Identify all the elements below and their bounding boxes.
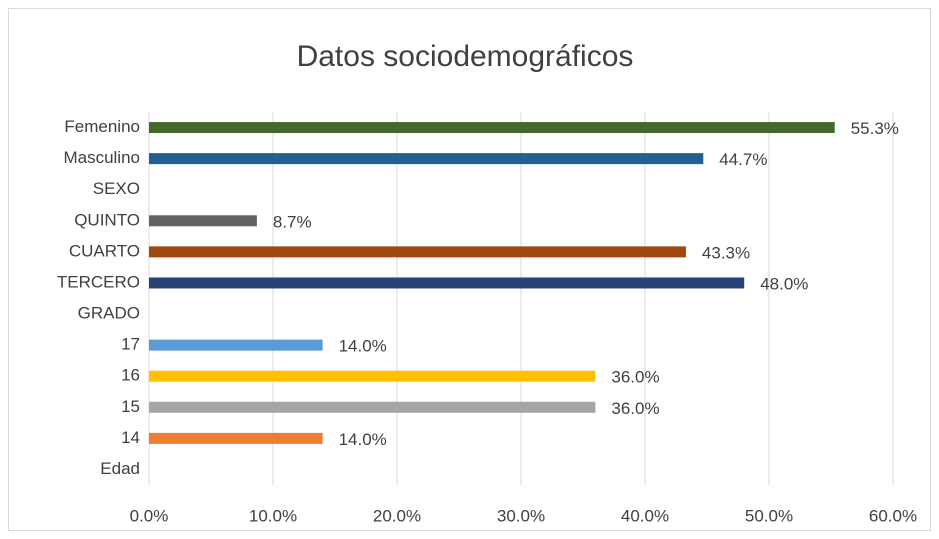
- bar: [149, 401, 596, 413]
- y-tick-label: TERCERO: [57, 272, 140, 291]
- x-tick-label: 40.0%: [621, 506, 669, 525]
- y-tick-label: 14: [121, 428, 140, 447]
- x-tick-label: 10.0%: [249, 506, 297, 525]
- y-tick-label: 16: [121, 366, 140, 385]
- value-label: 14.0%: [339, 430, 387, 449]
- bar: [149, 215, 257, 227]
- value-label: 48.0%: [760, 274, 808, 293]
- bar: [149, 122, 835, 134]
- bar: [149, 432, 323, 444]
- y-tick-label: GRADO: [78, 304, 140, 323]
- value-label: 44.7%: [719, 150, 767, 169]
- x-tick-label: 30.0%: [497, 506, 545, 525]
- y-tick-label: 15: [121, 397, 140, 416]
- y-tick-label: Masculino: [63, 148, 140, 167]
- value-label: 55.3%: [851, 119, 899, 138]
- y-tick-label: 17: [121, 335, 140, 354]
- value-label: 36.0%: [611, 368, 659, 387]
- value-label: 36.0%: [611, 399, 659, 418]
- chart-title: Datos sociodemográficos: [297, 40, 634, 73]
- bar: [149, 370, 596, 382]
- value-label: 43.3%: [702, 243, 750, 262]
- value-label: 8.7%: [273, 212, 312, 231]
- bar: [149, 277, 745, 289]
- bar: [149, 339, 323, 351]
- y-tick-label: CUARTO: [69, 241, 140, 260]
- y-tick-label: QUINTO: [74, 210, 140, 229]
- x-tick-label: 0.0%: [130, 506, 169, 525]
- y-tick-label: Femenino: [64, 117, 140, 136]
- y-tick-label: SEXO: [93, 179, 140, 198]
- bar: [149, 246, 686, 258]
- bar: [149, 153, 704, 165]
- x-tick-label: 50.0%: [745, 506, 793, 525]
- x-tick-label: 60.0%: [869, 506, 917, 525]
- y-tick-label: Edad: [100, 459, 140, 478]
- chart-frame: [8, 8, 931, 531]
- x-tick-label: 20.0%: [373, 506, 421, 525]
- value-label: 14.0%: [339, 337, 387, 356]
